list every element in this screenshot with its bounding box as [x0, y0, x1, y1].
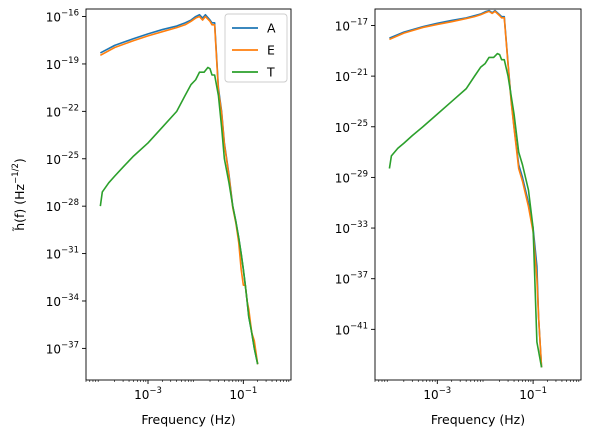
y-tick-label: 10−16 [46, 9, 79, 25]
right-panel: 10−3 10−1 10−17 10−21 10−25 10−29 10−33 10−37 10… [335, 8, 582, 427]
x-axis-label: Frequency (Hz) [431, 412, 525, 427]
y-tick-label: 10−19 [46, 56, 79, 72]
legend-label-a: A [267, 21, 276, 36]
x-tick-label: 10−1 [519, 386, 547, 402]
y-tick-label: 10−33 [335, 220, 368, 236]
left-panel: 10−3 10−1 10−16 10−19 10−22 10−25 10−28 10−31 10… [11, 9, 292, 427]
y-tick-label: 10−37 [335, 271, 368, 287]
y-tick-label: 10−37 [46, 340, 79, 356]
series-line-t [99, 66, 259, 365]
series-lines [99, 13, 259, 365]
x-tick-label: 10−1 [229, 386, 257, 402]
legend-label-t: T [266, 65, 275, 80]
axes-frame [374, 8, 582, 381]
y-tick-label: 10−29 [335, 169, 368, 185]
y-tick-label: 10−34 [46, 293, 79, 309]
x-axis-label: Frequency (Hz) [141, 412, 235, 427]
legend-label-e: E [267, 43, 275, 58]
legend: AET [224, 13, 288, 83]
x-tick-label: 10−3 [423, 386, 451, 402]
y-tick-label: 10−41 [335, 321, 368, 337]
y-axis-label: h̃(f) (Hz−1/2) [11, 158, 27, 232]
series-line-t [388, 52, 543, 368]
y-tick-label: 10−28 [46, 198, 79, 214]
y-tick-label: 10−17 [335, 17, 368, 33]
x-tick-label: 10−3 [134, 386, 162, 402]
series-lines [388, 9, 543, 368]
y-tick-label: 10−31 [46, 246, 79, 262]
y-tick-label: 10−21 [335, 68, 368, 84]
legend-box [224, 13, 288, 83]
y-tick-label: 10−25 [46, 151, 79, 167]
y-tick-label: 10−25 [335, 119, 368, 135]
series-line-e [389, 10, 543, 368]
series-line-a [389, 9, 543, 368]
y-tick-label: 10−22 [46, 103, 79, 119]
